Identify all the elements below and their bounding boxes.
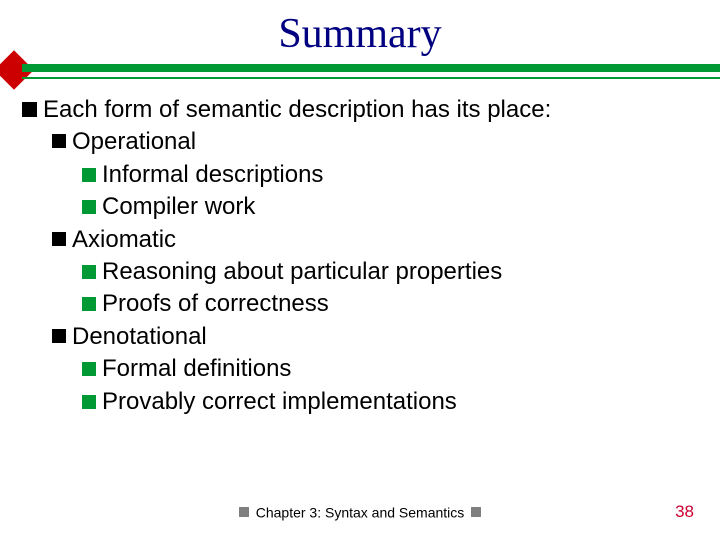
bullet-text: Proofs of correctness (102, 288, 329, 320)
square-bullet-icon (82, 265, 96, 279)
square-bullet-icon (239, 507, 249, 517)
bullet-text: Each form of semantic description has it… (43, 94, 551, 126)
bullet-lvl3: Proofs of correctness (22, 288, 698, 320)
bullet-lvl3: Reasoning about particular properties (22, 256, 698, 288)
bullet-lvl1: Each form of semantic description has it… (22, 94, 698, 126)
square-bullet-icon (82, 395, 96, 409)
square-bullet-icon (82, 200, 96, 214)
thick-rule (22, 64, 720, 72)
footer: Chapter 3: Syntax and Semantics (0, 503, 720, 520)
bullet-text: Compiler work (102, 191, 255, 223)
bullet-text: Operational (72, 126, 196, 158)
bullet-lvl3: Provably correct implementations (22, 386, 698, 418)
bullet-lvl3: Informal descriptions (22, 159, 698, 191)
bullet-text: Provably correct implementations (102, 386, 457, 418)
bullet-lvl2-operational: Operational (22, 126, 698, 158)
square-bullet-icon (82, 362, 96, 376)
square-bullet-icon (52, 134, 66, 148)
bullet-text: Denotational (72, 321, 207, 353)
square-bullet-icon (52, 329, 66, 343)
thin-rule (22, 77, 720, 79)
bullet-text: Informal descriptions (102, 159, 323, 191)
title-rule (22, 64, 698, 80)
content-area: Each form of semantic description has it… (22, 94, 698, 418)
footer-text: Chapter 3: Syntax and Semantics (256, 504, 465, 520)
square-bullet-icon (22, 102, 37, 117)
bullet-text: Formal definitions (102, 353, 291, 385)
page-title: Summary (22, 10, 698, 58)
bullet-text: Axiomatic (72, 224, 176, 256)
slide: Summary Each form of semantic descriptio… (0, 0, 720, 540)
square-bullet-icon (82, 297, 96, 311)
bullet-lvl2-denotational: Denotational (22, 321, 698, 353)
page-number: 38 (675, 502, 694, 522)
bullet-lvl3: Compiler work (22, 191, 698, 223)
square-bullet-icon (52, 232, 66, 246)
bullet-lvl2-axiomatic: Axiomatic (22, 224, 698, 256)
square-bullet-icon (82, 168, 96, 182)
bullet-text: Reasoning about particular properties (102, 256, 502, 288)
bullet-lvl3: Formal definitions (22, 353, 698, 385)
square-bullet-icon (471, 507, 481, 517)
